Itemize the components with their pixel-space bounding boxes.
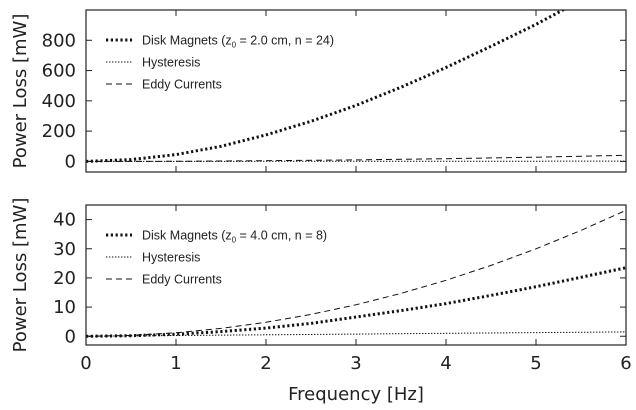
legend-label-1: Disk Magnets (z0 = 4.0 cm, n = 8): [142, 229, 327, 245]
legend-label-3: Eddy Currents: [142, 273, 222, 287]
y-axis-title: Power Loss [mW]: [10, 14, 31, 169]
x-tick-label: 1: [170, 353, 181, 374]
y-tick-label: 600: [42, 61, 76, 82]
legend-label-2: Hysteresis: [142, 56, 200, 70]
x-tick-label: 0: [80, 353, 91, 374]
y-tick-label: 0: [65, 326, 76, 347]
y-axis-title: Power Loss [mW]: [10, 198, 31, 353]
series-group: [86, 10, 626, 163]
series-line-3: [86, 154, 626, 162]
x-tick-label: 5: [530, 353, 541, 374]
y-tick-label: 40: [53, 210, 76, 231]
x-tick-label: 3: [350, 353, 361, 374]
y-tick-label: 10: [53, 297, 76, 318]
chart-panel-1: 0 200 400 600 800 Disk Magnets (z0 = 2.0 cm, …: [10, 9, 627, 173]
series-line-3: [86, 209, 626, 337]
x-axis-title: Frequency [Hz]: [288, 384, 424, 405]
legend: Disk Magnets (z0 = 4.0 cm, n = 8) Hystere…: [106, 229, 327, 287]
x-tick-label: 6: [620, 353, 631, 374]
chart-panel-2: 0 10 20 30 40 0 1 2 3 4 5 6 Disk Magnets (z0 = 4.0 c…: [10, 198, 632, 405]
plot-frame: [85, 9, 627, 173]
y-tick-label: 30: [53, 239, 76, 260]
plot-frame: [85, 204, 627, 346]
y-tick-label: 800: [42, 30, 76, 51]
legend-label-1: Disk Magnets (z0 = 2.0 cm, n = 24): [142, 34, 334, 50]
x-tick-label: 4: [440, 353, 451, 374]
series-line-1: [86, 266, 626, 338]
legend-label-2: Hysteresis: [142, 251, 200, 265]
legend: Disk Magnets (z0 = 2.0 cm, n = 24) Hyster…: [106, 34, 334, 92]
legend-label-3: Eddy Currents: [142, 78, 222, 92]
series-line-2: [86, 331, 626, 337]
y-tick-label: 0: [65, 151, 76, 172]
y-tick-label: 400: [42, 91, 76, 112]
y-tick-label: 20: [53, 268, 76, 289]
series-group: [86, 209, 626, 338]
x-tick-label: 2: [260, 353, 271, 374]
y-tick-label: 200: [42, 121, 76, 142]
